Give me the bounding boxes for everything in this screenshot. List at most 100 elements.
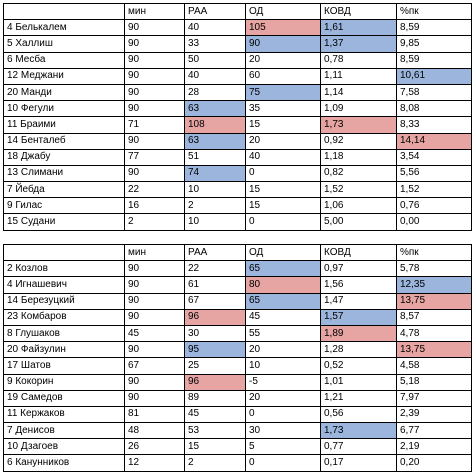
player-name-cell: 12 Меджани [3,67,125,85]
stat-cell: 1,47 [320,292,397,310]
stat-cell: 48 [124,422,185,440]
stat-cell: 90 [124,67,185,85]
stat-cell: 10,61 [396,67,472,85]
stat-cell: 90 [124,164,185,183]
header-cell: ОД [245,2,321,21]
stat-cell: 0,82 [320,164,397,183]
player-name-cell: 4 Белькалем [3,19,125,37]
player-name-cell: 11 Кержаков [3,405,125,424]
table-row: 10 Дзагоев 26 15 5 0,77 2,19 [3,438,472,456]
stat-cell: 0 [245,213,321,231]
player-name-cell: 17 Шатов [3,357,125,375]
stat-cell: 15 [245,181,321,199]
player-name-cell: 15 Судани [3,213,125,231]
stat-cell: 51 [184,148,246,166]
header-cell-player [3,2,125,21]
table-row: 11 Кержаков 81 45 0 0,56 2,39 [3,405,472,424]
player-name-cell: 6 Канунников [3,454,125,472]
stat-cell: 0,92 [320,132,397,150]
table-row: 5 Халлиш 90 33 90 1,37 9,85 [3,35,472,53]
stat-cell: 75 [245,83,321,102]
player-name-cell: 4 Игнашевич [3,276,125,294]
stat-cell: 63 [184,100,246,118]
table-row: 12 Меджани 90 40 60 1,11 10,61 [3,67,472,85]
stat-cell: 45 [184,405,246,424]
stat-cell: 1,01 [320,373,397,391]
stat-cell: 15 [245,116,321,134]
stat-cell: 90 [124,308,185,326]
stat-cell: 12,35 [396,276,472,294]
stat-cell: 0,00 [396,213,472,231]
header-cell: мин [124,243,185,262]
stat-cell: 10 [184,213,246,231]
header-cell: РАА [184,2,246,21]
table-row: 7 Денисов 48 53 30 1,73 6,77 [3,422,472,440]
stat-cell: 7,58 [396,83,472,102]
stat-cell: 14,14 [396,132,472,150]
table-row: 8 Глушаков 45 30 55 1,89 4,78 [3,324,472,343]
player-name-cell: 20 Файзулин [3,341,125,359]
stat-cell: 0 [245,164,321,183]
stat-cell: 89 [184,389,246,407]
header-cell: %пк [396,243,472,262]
stat-cell: 90 [124,292,185,310]
stat-cell: 1,21 [320,389,397,407]
stat-cell: 80 [245,276,321,294]
stat-cell: 95 [184,341,246,359]
stat-cell: 2 [184,454,246,472]
table-row: 23 Комбаров 90 96 45 1,57 8,57 [3,308,472,326]
table-row: 11 Браими 71 108 15 1,73 8,33 [3,116,472,134]
stat-cell: 0,17 [320,454,397,472]
stat-cell: 63 [184,132,246,150]
player-name-cell: 9 Кокорин [3,373,125,391]
stat-cell: 96 [184,308,246,326]
stat-cell: 10 [184,181,246,199]
table-row: 20 Манди 90 28 75 1,14 7,58 [3,83,472,102]
table-row: 17 Шатов 67 25 10 0,52 4,58 [3,357,472,375]
stat-cell: 0,97 [320,260,397,278]
player-name-cell: 10 Дзагоев [3,438,125,456]
stat-cell: 0 [245,405,321,424]
stat-cell: 13,75 [396,341,472,359]
stat-cell: 71 [124,116,185,134]
table-row: 2 Козлов 90 22 65 0,97 5,78 [3,260,472,278]
player-name-cell: 7 Денисов [3,422,125,440]
stat-cell: 53 [184,422,246,440]
stat-cell: 1,14 [320,83,397,102]
stat-cell: 1,73 [320,116,397,134]
stat-cell: 33 [184,35,246,53]
stat-cell: 90 [124,83,185,102]
stat-cell: 9,85 [396,35,472,53]
stat-cell: 16 [124,197,185,215]
stat-cell: 4,78 [396,324,472,343]
stat-cell: 20 [245,341,321,359]
stat-cell: 3,54 [396,148,472,166]
stat-cell: 22 [124,181,185,199]
table-row: 9 Гилас 16 2 15 1,06 0,76 [3,197,472,215]
stat-cell: 8,08 [396,100,472,118]
stat-cell: 65 [245,292,321,310]
table-row: 20 Файзулин 90 95 20 1,28 13,75 [3,341,472,359]
stat-cell: 12 [124,454,185,472]
table-row: 13 Слимани 90 74 0 0,82 5,56 [3,164,472,183]
stat-cell: 4,58 [396,357,472,375]
stat-cell: 0,56 [320,405,397,424]
stat-cell: 61 [184,276,246,294]
stat-cell: 2,39 [396,405,472,424]
stat-cell: 90 [124,35,185,53]
stat-cell: 2 [184,197,246,215]
stat-cell: 108 [184,116,246,134]
header-cell-player [3,243,125,262]
stat-cell: 67 [184,292,246,310]
stat-cell: 5,00 [320,213,397,231]
stat-cell: 40 [245,148,321,166]
header-cell: КОВД [320,2,397,21]
table-row: 6 Месба 90 50 20 0,78 8,59 [3,51,472,69]
stat-cell: 50 [184,51,246,69]
stat-cell: 40 [184,19,246,37]
stat-cell: 45 [245,308,321,326]
stat-cell: 1,28 [320,341,397,359]
stat-cell: 1,52 [320,181,397,199]
stat-cell: 8,59 [396,19,472,37]
player-name-cell: 13 Слимани [3,164,125,183]
